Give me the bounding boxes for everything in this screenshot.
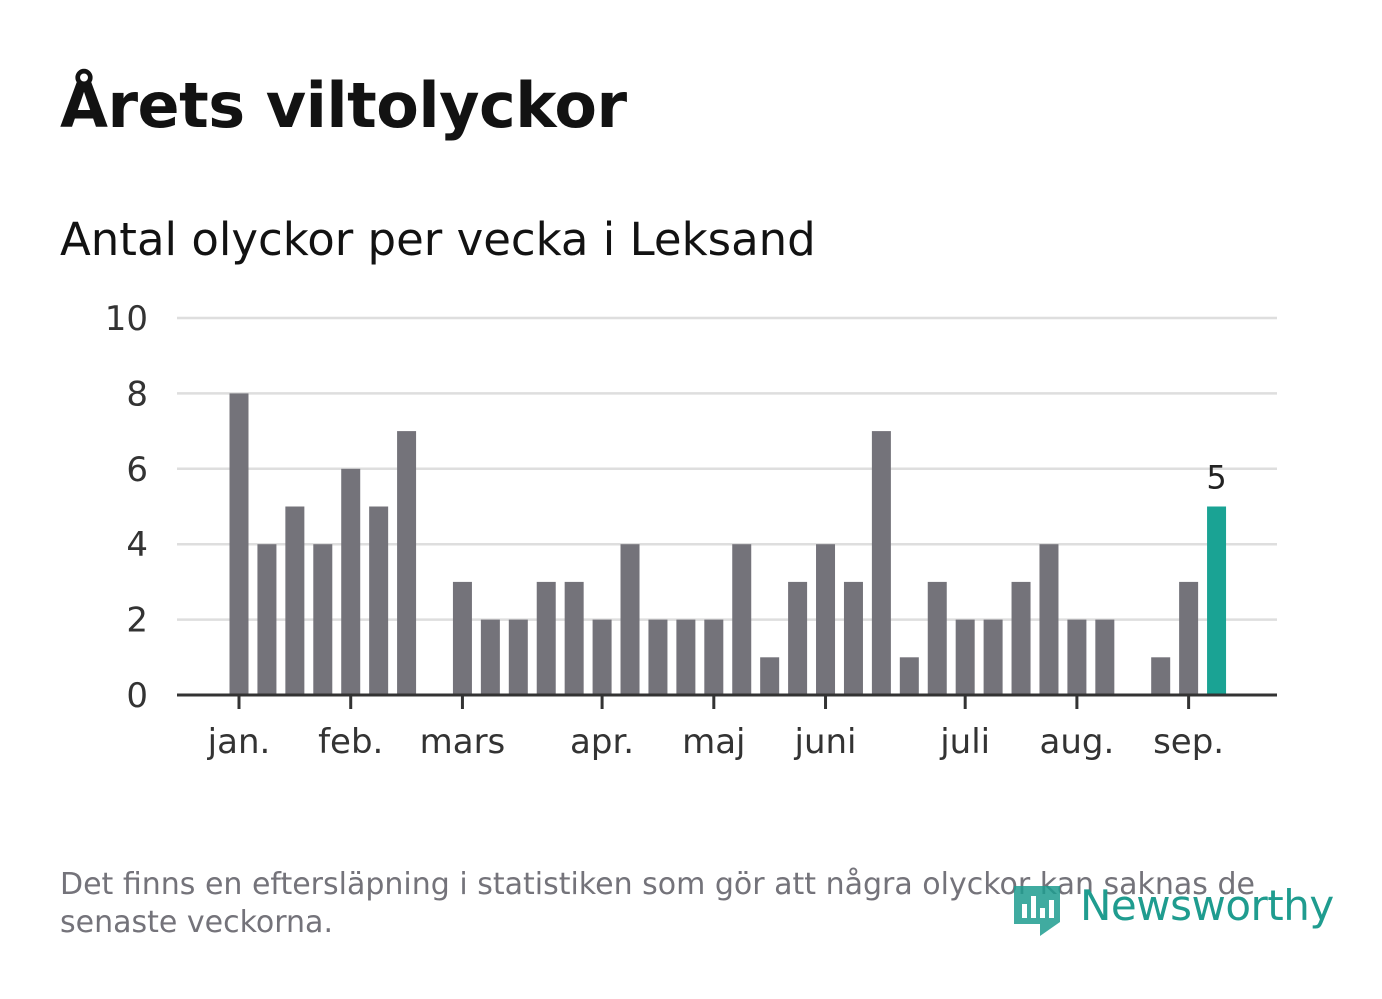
x-tick-label: juli [939, 722, 990, 762]
bar [788, 581, 808, 695]
bar [1095, 619, 1115, 695]
bar [648, 619, 668, 695]
x-tick-label: apr. [570, 722, 634, 762]
bar [369, 506, 389, 695]
newsworthy-logo: Newsworthy [1010, 878, 1334, 942]
bar [676, 619, 696, 695]
bar [397, 431, 417, 695]
bar [592, 619, 612, 695]
bar [480, 619, 500, 695]
x-tick-label: feb. [318, 722, 383, 762]
bar [843, 581, 863, 695]
chart-title: Årets viltolyckor [60, 69, 627, 142]
bar [313, 544, 333, 695]
x-tick-label: aug. [1040, 722, 1115, 762]
bar [564, 581, 584, 695]
bars [229, 393, 1227, 695]
y-axis-tick-labels: 0 2 4 6 8 10 [105, 299, 148, 716]
x-axis-ticks: jan. feb. mars apr. maj juni juli aug. sep. [207, 695, 1224, 762]
y-tick-label: 6 [126, 450, 148, 490]
bar [927, 581, 947, 695]
bar [1179, 581, 1199, 695]
bar [257, 544, 277, 695]
grid-lines [177, 316, 1277, 621]
bar [983, 619, 1003, 695]
bar [452, 581, 472, 695]
bar [285, 506, 305, 695]
y-tick-label: 8 [126, 374, 148, 414]
data-label: 5 [1206, 459, 1226, 497]
y-tick-label: 10 [105, 299, 148, 339]
bar [899, 657, 919, 695]
bar [1039, 544, 1059, 695]
bar [732, 544, 752, 695]
bar [1067, 619, 1087, 695]
bar [508, 619, 528, 695]
bar [620, 544, 640, 695]
bar [1151, 657, 1171, 695]
bar [760, 657, 780, 695]
x-tick-label: jan. [207, 722, 271, 762]
chart-subtitle: Antal olyckor per vecka i Leksand [60, 213, 816, 266]
bar [536, 581, 556, 695]
bar-highlight [1207, 506, 1227, 695]
x-tick-label: juni [794, 722, 857, 762]
y-tick-label: 4 [126, 525, 148, 565]
x-tick-label: sep. [1153, 722, 1224, 762]
brand-name: Newsworthy [1080, 881, 1334, 930]
x-tick-label: mars [420, 722, 506, 762]
bar [341, 468, 361, 695]
data-labels: 5 [1206, 459, 1226, 497]
bar [704, 619, 724, 695]
bar [1011, 581, 1031, 695]
bar [955, 619, 975, 695]
x-tick-label: maj [682, 722, 745, 762]
newsworthy-logo-icon [1014, 886, 1060, 936]
bar [871, 431, 891, 695]
bar [229, 393, 249, 695]
bar [816, 544, 836, 695]
y-tick-label: 2 [126, 601, 148, 641]
y-tick-label: 0 [126, 676, 148, 716]
